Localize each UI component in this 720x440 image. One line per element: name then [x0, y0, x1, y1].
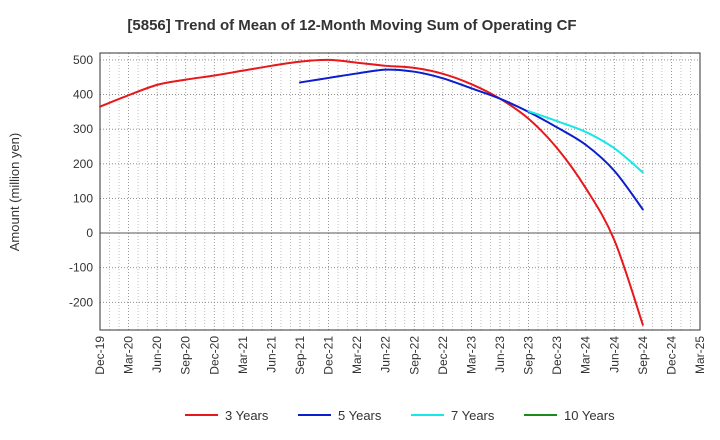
legend-label: 3 Years [225, 408, 269, 423]
plot-border [99, 52, 701, 331]
y-tick-label: -100 [69, 261, 93, 275]
chart-title: [5856] Trend of Mean of 12-Month Moving … [127, 17, 576, 34]
series-line-7-years [527, 110, 644, 174]
x-tick-label: Sep-20 [179, 336, 193, 375]
x-tick-label: Jun-21 [264, 336, 278, 373]
y-tick-label: 100 [73, 191, 93, 205]
x-tick-label: Jun-20 [150, 336, 164, 373]
x-tick-label: Dec-19 [93, 336, 107, 375]
x-tick-label: Sep-23 [522, 336, 536, 375]
x-tick-label: Sep-24 [636, 336, 650, 375]
x-tick-label: Dec-24 [664, 336, 678, 375]
y-tick-label: 500 [73, 53, 93, 67]
x-tick-label: Mar-22 [350, 336, 364, 374]
x-tick-label: Mar-20 [122, 336, 136, 374]
legend: 3 Years 5 Years 7 Years 10 Years [185, 408, 615, 423]
x-tick-label: Dec-22 [436, 336, 450, 375]
y-tick-label: 200 [73, 157, 93, 171]
x-tick-label: Mar-25 [693, 336, 707, 374]
legend-item-7-years: 7 Years [411, 408, 495, 423]
x-tick-label: Dec-21 [322, 336, 336, 375]
legend-item-10-years: 10 Years [524, 408, 615, 423]
y-tick-label: 300 [73, 122, 93, 136]
series-line-5-years [299, 68, 644, 211]
plot-area: 500 400 300 200 100 0 -100 -200 Dec-19 Mar-20 Jun-… [69, 52, 707, 375]
x-tick-label: Jun-22 [379, 336, 393, 373]
x-tick-label: Dec-23 [550, 336, 564, 375]
y-tick-label: -200 [69, 295, 93, 309]
series-line-3-years [99, 58, 644, 326]
legend-label: 5 Years [338, 408, 382, 423]
x-tick-label: Mar-21 [236, 336, 250, 374]
legend-item-3-years: 3 Years [185, 408, 269, 423]
x-tick-label: Mar-23 [464, 336, 478, 374]
legend-label: 7 Years [451, 408, 495, 423]
x-tick-label: Jun-23 [493, 336, 507, 373]
legend-label: 10 Years [564, 408, 615, 423]
legend-item-5-years: 5 Years [298, 408, 382, 423]
x-tick-label: Sep-21 [293, 336, 307, 375]
x-tick-label: Jun-24 [607, 336, 621, 373]
y-tick-label: 400 [73, 88, 93, 102]
y-tick-label: 0 [86, 226, 93, 240]
x-tick-label: Dec-20 [207, 336, 221, 375]
y-axis-label: Amount (million yen) [7, 133, 22, 252]
x-tick-label: Mar-24 [579, 336, 593, 374]
x-tick-label: Sep-22 [407, 336, 421, 375]
